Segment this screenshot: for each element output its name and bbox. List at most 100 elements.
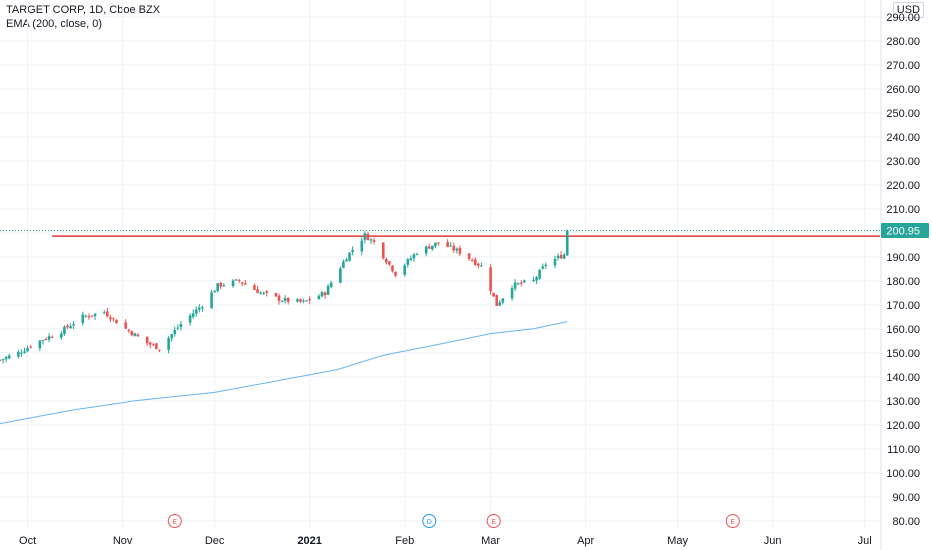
x-tick-label: May — [667, 535, 688, 547]
candle-body — [339, 268, 342, 283]
candle-body — [213, 291, 216, 293]
candle-body — [403, 265, 407, 275]
candle-body — [222, 285, 226, 287]
candle-body — [299, 299, 302, 302]
y-tick-label: 250.00 — [886, 108, 920, 120]
candle-body — [437, 242, 440, 244]
x-tick-label: 2021 — [297, 535, 321, 547]
candle-body — [345, 259, 348, 262]
y-tick-label: 290.00 — [886, 12, 920, 24]
candle-body — [431, 245, 434, 250]
currency-button[interactable]: USD — [892, 2, 924, 18]
dividend-marker[interactable] — [422, 514, 437, 528]
candle-body — [198, 307, 201, 310]
y-tick-label: 80.00 — [892, 516, 920, 528]
candle-body — [323, 292, 327, 296]
candle-body — [532, 279, 535, 281]
candle-body — [23, 351, 26, 353]
candle-body — [351, 249, 354, 253]
candle-body — [495, 294, 499, 306]
y-tick-label: 220.00 — [886, 180, 920, 192]
candle-body — [259, 292, 262, 294]
candle-body — [210, 292, 213, 309]
candle-body — [510, 288, 514, 299]
candle-body — [87, 316, 91, 318]
candle-body — [388, 261, 391, 265]
candle-body — [112, 318, 115, 320]
x-tick-label: Apr — [577, 535, 594, 547]
candle-body — [84, 315, 88, 317]
candle-body — [7, 355, 11, 359]
candle-body — [556, 255, 560, 259]
candle-body — [449, 245, 453, 247]
candle-body — [296, 299, 299, 302]
candle-body — [0, 359, 2, 361]
candle-body — [124, 322, 128, 329]
candle-body — [38, 340, 42, 349]
ema-line — [0, 321, 568, 425]
y-tick-label: 190.00 — [886, 252, 920, 264]
earnings-marker[interactable] — [725, 514, 740, 528]
y-tick-label: 230.00 — [886, 156, 920, 168]
candle-body — [115, 319, 118, 324]
candle-body — [366, 233, 370, 241]
candle-body — [277, 295, 281, 301]
candle-body — [133, 333, 137, 337]
candle-body — [535, 277, 538, 281]
candle-body — [363, 233, 367, 240]
earnings-marker[interactable] — [167, 514, 182, 528]
grid — [0, 0, 880, 528]
candle-body — [256, 289, 259, 294]
candle-body — [308, 299, 311, 301]
y-tick-label: 110.00 — [887, 444, 920, 456]
y-tick-label: 120.00 — [886, 420, 920, 432]
candle-body — [317, 295, 321, 300]
ema-series — [0, 321, 568, 425]
candle-body — [81, 314, 85, 324]
candle-body — [93, 313, 97, 317]
candle-body — [406, 259, 410, 265]
candle-body — [538, 270, 541, 279]
candle-body — [44, 339, 48, 341]
candle-body — [480, 265, 483, 267]
candle-body — [265, 291, 269, 293]
candle-body — [501, 298, 505, 303]
candle-body — [348, 252, 351, 261]
candle-body — [170, 334, 174, 339]
candle-body — [240, 282, 244, 284]
candle-body — [391, 265, 394, 272]
y-tick-label: 170.00 — [886, 300, 920, 312]
candle-body — [17, 351, 20, 357]
earnings-marker-label: E — [491, 519, 496, 526]
y-tick-label: 100.00 — [886, 468, 920, 480]
candles — [0, 229, 569, 364]
candle-body — [452, 245, 456, 251]
chart-title: TARGET CORP, 1D, Cboe BZX — [6, 4, 161, 16]
price-tag-bg — [881, 223, 929, 239]
y-tick-label: 280.00 — [886, 36, 920, 48]
x-tick-label: Oct — [19, 535, 36, 547]
candle-body — [176, 327, 180, 329]
candle-body — [219, 282, 223, 287]
candle-body — [455, 248, 459, 251]
x-tick-label: Jul — [858, 535, 872, 547]
candle-body — [66, 325, 69, 328]
candle-body — [326, 285, 330, 295]
candle-body — [274, 293, 278, 297]
y-axis: 80.00 90.00 100.00 110.00 120.00 130.00 140.00… — [886, 12, 920, 528]
candle-body — [498, 302, 502, 306]
y-tick-label: 130.00 — [886, 396, 920, 408]
candle-body — [253, 285, 256, 290]
candle-body — [446, 242, 449, 247]
candle-body — [559, 255, 563, 259]
candle-body — [513, 282, 517, 289]
candle-body — [458, 247, 462, 254]
candle-body — [173, 330, 177, 335]
candle-body — [20, 352, 23, 354]
candle-body — [50, 336, 54, 338]
candle-body — [148, 342, 152, 345]
earnings-marker[interactable] — [486, 514, 501, 528]
candle-body — [130, 331, 134, 336]
